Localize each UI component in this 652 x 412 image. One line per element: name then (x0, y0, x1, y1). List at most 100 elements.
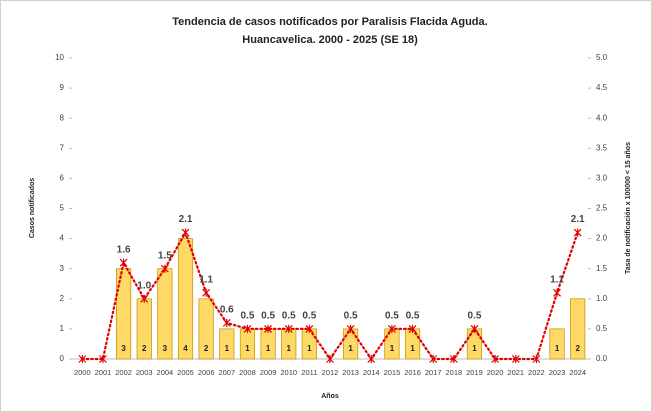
y2-tick-label: 3.5 (596, 143, 608, 152)
value-label: 0.5 (406, 311, 420, 322)
bar-label: 1 (266, 344, 271, 353)
x-tick-label: 2005 (177, 368, 194, 377)
x-tick-label: 2021 (507, 368, 524, 377)
x-tick-label: 2004 (157, 368, 174, 377)
point (470, 324, 479, 333)
y2-tick-label: 4.0 (596, 113, 608, 122)
x-tick-label: 2011 (301, 368, 317, 377)
value-label: 0.5 (302, 311, 316, 322)
point (573, 228, 582, 237)
value-label: 0.5 (282, 311, 296, 322)
point (78, 355, 87, 363)
y2-axis-label: Tasa de notificación x 100000 < 15 años (625, 142, 632, 274)
point (99, 355, 107, 363)
x-tick-label: 2000 (74, 368, 91, 377)
bar-label: 3 (163, 344, 168, 353)
point (119, 258, 128, 267)
point (367, 355, 376, 363)
x-tick-label: 2018 (445, 368, 462, 377)
point (408, 324, 417, 333)
y-tick-label: 5 (60, 204, 65, 213)
bar-label: 1 (555, 344, 560, 353)
bar-label: 1 (390, 344, 395, 353)
y2-tick-label: 1.5 (596, 264, 608, 273)
point (326, 355, 334, 363)
value-label: 0.6 (220, 305, 234, 316)
point (429, 355, 438, 363)
point (532, 355, 541, 363)
x-tick-label: 2009 (260, 368, 277, 377)
y2-tick-label: 2.0 (596, 234, 608, 243)
point (449, 355, 458, 363)
x-tick-label: 2006 (198, 368, 215, 377)
x-tick-label: 2014 (363, 368, 380, 377)
y-tick-label: 10 (55, 53, 64, 62)
x-tick-label: 2015 (384, 368, 401, 377)
bar-label: 2 (204, 344, 209, 353)
value-label: 1.1 (199, 274, 213, 285)
y2-tick-label: 0.0 (596, 354, 608, 363)
point (387, 324, 396, 333)
y-axis-label: Casos notificados (29, 178, 36, 238)
chart-title: Tendencia de casos notificados por Paral… (172, 16, 487, 28)
point (553, 288, 561, 297)
bar (116, 268, 132, 360)
x-tick-label: 2010 (280, 368, 297, 377)
y-tick-label: 1 (60, 324, 65, 333)
value-label: 0.5 (344, 311, 358, 322)
y-tick-label: 3 (60, 264, 65, 273)
value-label: 0.5 (468, 311, 482, 322)
point (181, 228, 190, 237)
x-tick-label: 2017 (425, 368, 442, 377)
bar-label: 1 (348, 344, 353, 353)
x-tick-label: 2001 (95, 368, 112, 377)
point (243, 324, 252, 333)
x-tick-label: 2024 (569, 368, 586, 377)
x-axis-label: Años (321, 393, 339, 400)
bar-label: 1 (472, 344, 477, 353)
y-tick-label: 0 (60, 354, 65, 363)
y-tick-label: 9 (60, 83, 65, 92)
point (284, 324, 293, 333)
y-tick-label: 6 (60, 174, 65, 183)
y-tick-label: 2 (60, 294, 65, 303)
point (140, 294, 149, 303)
bar (570, 298, 586, 360)
point (222, 318, 231, 327)
x-tick-label: 2016 (404, 368, 421, 377)
y2-tick-label: 1.0 (596, 294, 608, 303)
value-label: 1.6 (117, 244, 131, 255)
point (305, 324, 314, 333)
point (346, 324, 355, 333)
bar-label: 1 (286, 344, 291, 353)
point (160, 264, 169, 273)
value-label: 0.5 (261, 311, 275, 322)
point (511, 355, 520, 363)
value-label: 0.5 (385, 311, 399, 322)
y2-tick-label: 5.0 (596, 53, 608, 62)
point (264, 324, 273, 333)
point (491, 355, 500, 363)
x-tick-label: 2003 (136, 368, 153, 377)
value-label: 1.1 (550, 274, 564, 285)
x-tick-label: 2013 (342, 368, 359, 377)
point (202, 288, 211, 297)
x-tick-label: 2020 (487, 368, 504, 377)
x-tick-label: 2012 (322, 368, 339, 377)
y2-tick-label: 2.5 (596, 204, 608, 213)
y2-tick-label: 0.5 (596, 324, 608, 333)
value-label: 2.1 (179, 214, 193, 225)
y-tick-label: 4 (60, 234, 65, 243)
value-label: 1.5 (158, 250, 172, 261)
bar (549, 328, 565, 360)
y-tick-label: 7 (60, 143, 65, 152)
y2-tick-label: 4.5 (596, 83, 608, 92)
x-tick-label: 2002 (115, 368, 132, 377)
chart-title: Huancavelica. 2000 - 2025 (SE 18) (242, 34, 418, 46)
bar-label: 2 (142, 344, 147, 353)
bar-label: 1 (245, 344, 250, 353)
value-label: 2.1 (571, 214, 585, 225)
y-tick-label: 8 (60, 113, 65, 122)
